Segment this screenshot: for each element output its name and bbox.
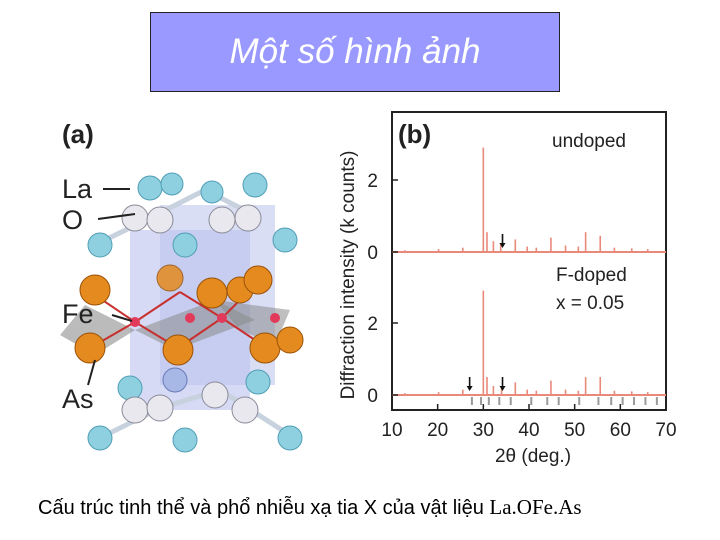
iron-atom (270, 313, 280, 323)
y-tick-label: 0 (367, 243, 378, 264)
slide-title: Một số hình ảnh (229, 32, 481, 71)
arsenic-atom (74, 332, 106, 364)
series-label-undoped: undoped (552, 131, 626, 152)
oxygen-atom (245, 369, 271, 395)
arsenic-atom (243, 265, 273, 295)
feas-layer (74, 264, 304, 366)
y-tick-label: 0 (367, 386, 378, 407)
oxygen-atom (200, 180, 224, 204)
oxygen-atom (242, 172, 268, 198)
arsenic-atom (276, 326, 304, 354)
oxygen-atom (87, 232, 113, 258)
atom-label-as: As (62, 384, 94, 414)
arsenic-atom (249, 332, 281, 364)
lanthanum-atom (234, 204, 262, 232)
oxygen-atom (117, 375, 143, 401)
xrd-traces (392, 147, 666, 405)
y-axis-label: Diffraction intensity (k counts) (338, 151, 359, 400)
chart-frame (391, 111, 667, 411)
slide-title-box: Một số hình ảnh (150, 12, 560, 92)
x-axis-label: 2θ (deg.) (495, 446, 571, 467)
fe-as-layer-mid (135, 300, 255, 350)
iron-atom (130, 317, 140, 327)
atom-label-fe: Fe (62, 299, 94, 329)
x-tick-label: 30 (473, 420, 494, 441)
lanthanum-atom (146, 394, 174, 422)
lao-layer-top (87, 172, 298, 258)
fe-as-layer-right (215, 300, 290, 345)
lanthanum-atom (231, 396, 259, 424)
series-label-composition: x = 0.05 (556, 293, 624, 314)
oxygen-atom (277, 425, 303, 451)
oxygen-atom (172, 232, 198, 258)
lanthanum-atom (146, 206, 174, 234)
arsenic-atom (162, 334, 194, 366)
oxygen-atom (87, 425, 113, 451)
lanthanum-atom (121, 204, 149, 232)
oxygen-atom (272, 227, 298, 253)
lanthanum-atom (121, 396, 149, 424)
caption-formula: La.OFe.As (489, 495, 582, 519)
atom-label-la: La (62, 174, 93, 204)
impurity-arrowhead (499, 386, 506, 391)
atom-label-leaders (87, 188, 136, 386)
x-tick-label: 40 (518, 420, 539, 441)
panel-b-label: (b) (398, 119, 431, 149)
oxygen-atom (137, 175, 163, 201)
lao-layer-bottom (87, 367, 303, 453)
iron-atom (217, 313, 227, 323)
x-tick-label: 20 (427, 420, 448, 441)
oxygen-atom (160, 172, 184, 196)
atom-label-o: O (62, 205, 83, 235)
x-tick-label: 50 (564, 420, 585, 441)
impurity-arrowhead (466, 386, 473, 391)
lanthanum-atom (208, 206, 236, 234)
crystal-structure: (a) La O Fe As (38, 108, 330, 460)
panel-a-label: (a) (62, 119, 94, 149)
x-axis-ticks: 10 20 30 40 50 60 70 (381, 404, 677, 441)
series-label-doped: F-doped (556, 265, 627, 286)
impurity-arrowhead (499, 243, 506, 248)
arsenic-atom (79, 274, 111, 306)
lanthanum-atom (201, 381, 229, 409)
y-tick-label: 2 (367, 314, 378, 335)
iron-atom (185, 313, 195, 323)
oxygen-atom (172, 427, 198, 453)
x-tick-label: 60 (610, 420, 631, 441)
arsenic-atom (156, 264, 184, 292)
x-tick-label: 10 (381, 420, 402, 441)
oxygen-atom (162, 367, 188, 393)
figure-caption: Cấu trúc tinh thể và phổ nhiễu xạ tia X … (38, 495, 698, 520)
caption-text: Cấu trúc tinh thể và phổ nhiễu xạ tia X … (38, 497, 490, 519)
x-tick-label: 70 (655, 420, 676, 441)
y-axis-ticks: 0 2 0 2 (367, 171, 398, 407)
arsenic-atom (196, 277, 228, 309)
y-tick-label: 2 (367, 171, 378, 192)
